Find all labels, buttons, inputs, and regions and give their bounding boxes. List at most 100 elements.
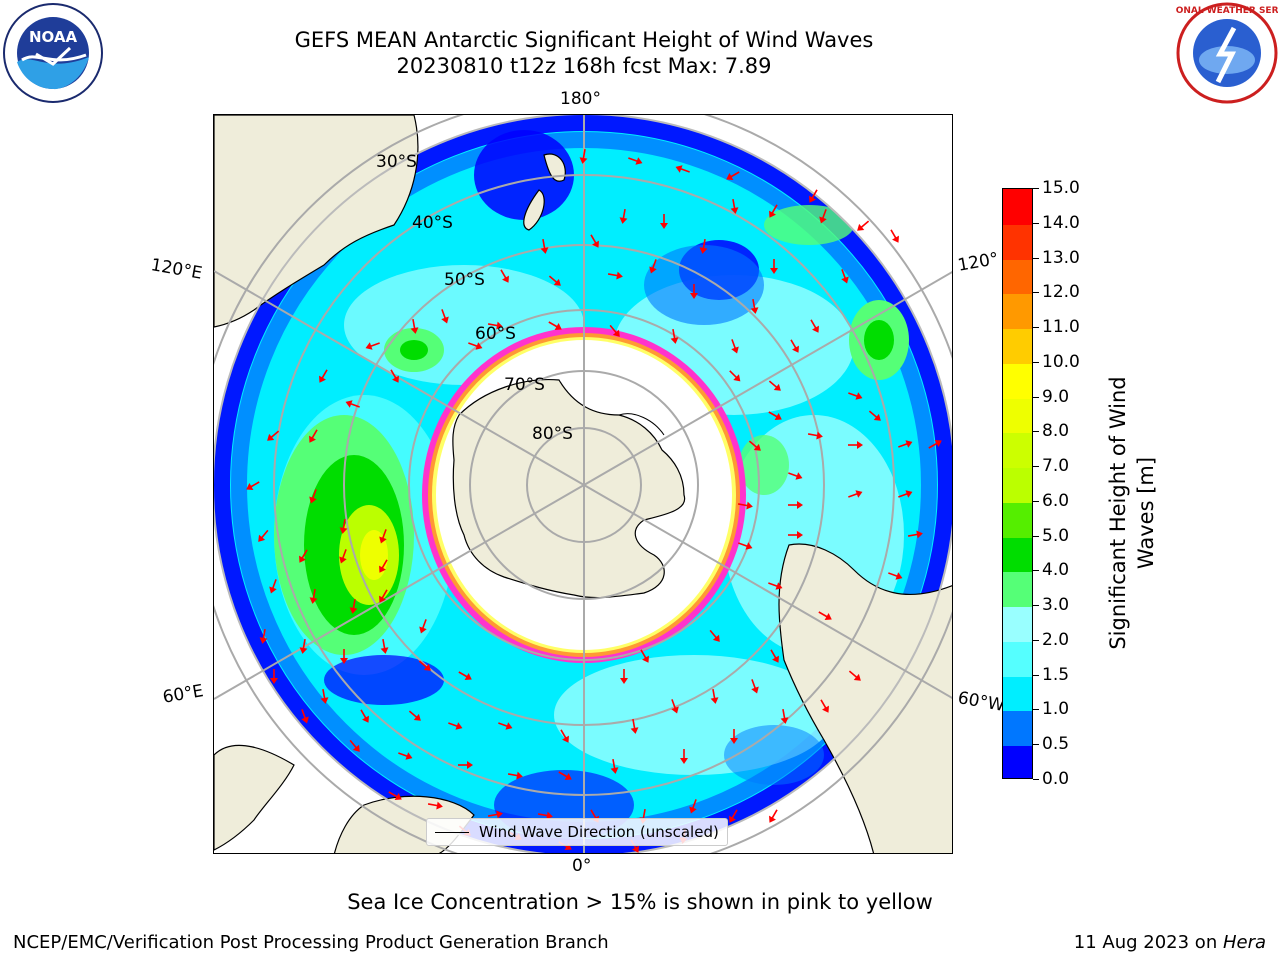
wave-direction-arrow	[620, 669, 628, 684]
wave-direction-arrow	[419, 619, 427, 634]
wave-direction-arrow	[731, 339, 739, 354]
colorbar-tick-mark	[1033, 535, 1039, 537]
wave-direction-arrow	[737, 501, 753, 510]
wave-direction-arrow	[841, 269, 849, 284]
wave-direction-arrow	[408, 710, 421, 721]
colorbar-tick-mark	[1033, 674, 1039, 676]
colorbar-tick-mark	[1033, 779, 1039, 780]
colorbar-tick-mark	[1033, 709, 1039, 711]
nws-logo: NATIONAL WEATHER SERVICE	[1176, 2, 1278, 104]
wave-direction-arrow	[246, 481, 260, 490]
colorbar-tick-mark	[1033, 639, 1039, 641]
colorbar-tick-label: 4.0	[1042, 560, 1070, 581]
wave-direction-arrow	[448, 722, 463, 730]
colorbar-segment	[1003, 293, 1032, 330]
colorbar-title-wrap: Significant Height of Wind Waves [m]	[1102, 376, 1162, 649]
wave-direction-arrow	[398, 752, 413, 760]
wave-direction-arrow	[788, 531, 803, 539]
wave-direction-arrow	[690, 284, 698, 299]
colorbar-segment	[1003, 640, 1032, 677]
wave-direction-arrow	[349, 598, 358, 614]
wave-direction-arrow	[537, 811, 553, 820]
colorbar-tick-mark	[1033, 431, 1039, 433]
footer-machine: Hera	[1222, 932, 1266, 953]
colorbar-title: Significant Height of Wind Waves [m]	[1104, 348, 1160, 678]
wave-direction-arrow	[427, 801, 443, 810]
colorbar-segment	[1003, 710, 1032, 747]
wave-direction-arrow	[339, 549, 347, 564]
graticule	[214, 115, 952, 853]
wave-direction-arrow	[339, 518, 348, 534]
colorbar-tick-label: 12.0	[1042, 282, 1080, 303]
wave-direction-arrow	[848, 441, 863, 449]
wave-direction-arrow	[607, 271, 623, 280]
polar-map	[214, 115, 952, 853]
wave-direction-arrow	[558, 771, 572, 780]
footer-date-text: 11 Aug 2023 on	[1073, 932, 1223, 953]
wave-direction-arrow	[458, 671, 472, 680]
colorbar-segment	[1003, 362, 1032, 399]
colorbar-tick-mark	[1033, 188, 1039, 189]
wave-direction-arrow	[907, 530, 923, 539]
australia-landmass	[214, 115, 419, 328]
wave-direction-arrow	[928, 440, 942, 449]
wave-direction-arrow	[610, 758, 619, 774]
wave-direction-arrow	[630, 718, 639, 734]
wave-direction-arrow	[309, 588, 318, 604]
colorbar-segment	[1003, 328, 1032, 364]
wave-direction-arrow	[730, 729, 738, 744]
wave-direction-arrow	[819, 209, 827, 224]
colorbar-title-line1: Significant Height of Wind	[1106, 376, 1130, 650]
wave-direction-arrow	[770, 259, 778, 274]
wave-direction-arrow	[309, 489, 317, 504]
wave-direction-arrow	[807, 431, 823, 440]
wave-direction-arrow	[730, 198, 739, 214]
wave-direction-arrow	[540, 238, 549, 254]
lat-label-60s: 60°S	[475, 324, 516, 344]
wave-direction-arrow	[726, 171, 740, 180]
wave-direction-arrow	[619, 208, 628, 224]
nws-logo-text: NATIONAL WEATHER SERVICE	[1176, 6, 1278, 16]
colorbar-tick-mark	[1033, 327, 1039, 329]
wave-direction-arrow	[441, 309, 449, 324]
legend-line-swatch	[435, 831, 469, 833]
lat-label-70s: 70°S	[504, 375, 545, 395]
wave-direction-arrow	[319, 369, 328, 383]
wave-direction-arrow	[301, 709, 309, 724]
colorbar-tick-label: 8.0	[1042, 421, 1070, 442]
colorbar-tick-mark	[1033, 222, 1039, 224]
wave-direction-arrow	[750, 298, 759, 314]
chart-title: GEFS MEAN Antarctic Significant Height o…	[294, 28, 874, 52]
colorbar-segment	[1003, 397, 1032, 434]
colorbar-tick-mark	[1033, 396, 1039, 398]
map-legend: Wind Wave Direction (unscaled)	[426, 818, 728, 846]
wave-direction-arrow	[769, 204, 778, 218]
wave-direction-arrow	[418, 660, 431, 671]
wave-direction-arrow	[709, 629, 720, 642]
colorbar-segment	[1003, 258, 1032, 295]
wave-direction-arrow	[898, 440, 913, 448]
wave-direction-arrow	[848, 392, 863, 400]
wave-direction-arrow	[458, 761, 473, 769]
legend-label: Wind Wave Direction (unscaled)	[479, 823, 719, 841]
wave-direction-arrow	[349, 739, 360, 752]
colorbar	[1002, 188, 1033, 779]
lat-label-50s: 50°S	[444, 270, 485, 290]
wave-direction-arrow	[729, 370, 741, 382]
wave-direction-arrow	[768, 582, 783, 590]
wave-direction-arrow	[390, 369, 399, 383]
noaa-logo-text: NOAA	[29, 28, 78, 46]
wave-direction-arrow	[320, 688, 329, 704]
wave-direction-arrow	[379, 589, 388, 603]
map-panel	[213, 114, 953, 854]
colorbar-tick-mark	[1033, 361, 1039, 363]
wave-direction-arrow	[675, 165, 690, 173]
wave-direction-arrow	[487, 321, 503, 330]
colorbar-tick-label: 13.0	[1042, 247, 1080, 268]
wave-direction-arrow	[820, 699, 829, 713]
wave-direction-arrow	[748, 440, 761, 451]
wave-direction-arrow	[468, 342, 483, 350]
wave-direction-arrow	[660, 214, 668, 229]
wave-direction-arrow	[689, 799, 697, 814]
colorbar-tick-label: 11.0	[1042, 317, 1080, 338]
